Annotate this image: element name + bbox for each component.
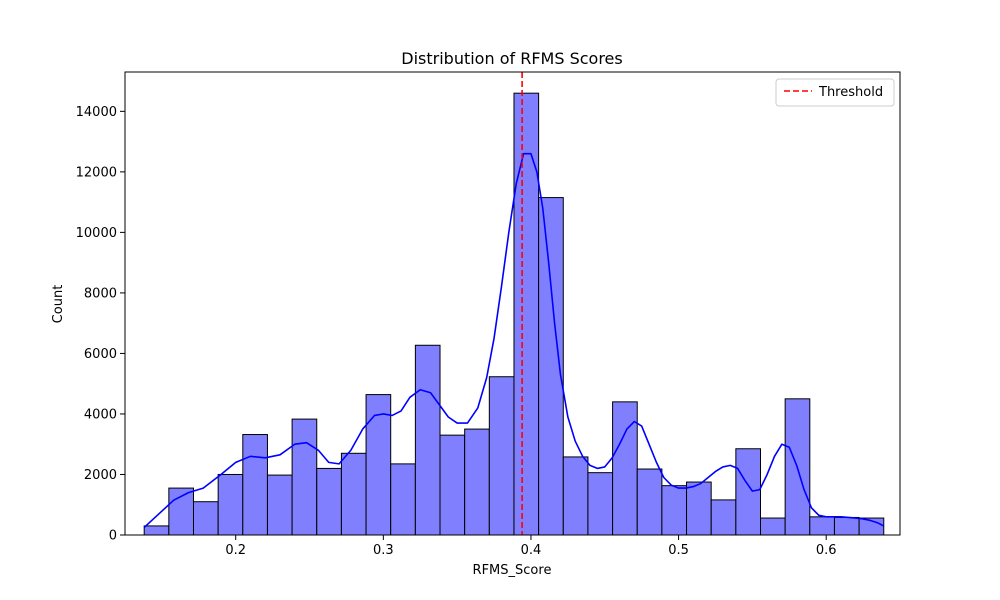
- x-tick-label: 0.6: [816, 543, 837, 558]
- histogram-bar: [143, 525, 170, 536]
- histogram-bar: [365, 394, 392, 536]
- y-tick-label: 10000: [76, 226, 117, 241]
- histogram-bar: [464, 428, 490, 536]
- kde-line: [143, 152, 885, 529]
- kde-curve-layer: [143, 152, 885, 529]
- y-tick-label: 4000: [84, 407, 117, 422]
- legend-box: [775, 78, 895, 107]
- y-axis-label: Count: [51, 285, 66, 324]
- histogram-bar: [488, 376, 515, 536]
- x-tick-label: 0.2: [225, 543, 246, 558]
- plot-frame: [124, 71, 901, 536]
- histogram-bar: [735, 448, 761, 536]
- x-tick-label: 0.4: [521, 543, 542, 558]
- y-tick-label: 8000: [84, 286, 117, 301]
- y-tick-label: 0: [109, 529, 117, 544]
- histogram-bar: [636, 468, 663, 536]
- histogram-bar: [710, 499, 737, 536]
- histogram-bar: [612, 401, 638, 536]
- histogram-bar: [414, 344, 441, 536]
- y-tick-label: 12000: [76, 165, 117, 180]
- histogram-bar: [686, 481, 712, 536]
- histogram-bars: [143, 92, 885, 536]
- histogram-bar: [217, 473, 244, 536]
- x-axis-label: RFMS_Score: [473, 563, 552, 578]
- histogram-bar: [809, 516, 835, 536]
- chart-title: Distribution of RFMS Scores: [401, 49, 622, 68]
- histogram-bar: [340, 452, 367, 536]
- histogram-bar: [316, 467, 342, 536]
- histogram-bar: [266, 474, 293, 536]
- histogram-bar: [833, 516, 860, 536]
- legend: Threshold: [775, 78, 895, 107]
- x-axis-ticks: 0.2 0.3 0.4 0.5 0.6: [225, 535, 837, 558]
- x-tick-label: 0.3: [373, 543, 394, 558]
- histogram-bar: [513, 92, 540, 536]
- histogram-bar: [193, 501, 219, 536]
- y-tick-label: 14000: [76, 105, 117, 120]
- legend-threshold-label: Threshold: [818, 85, 883, 100]
- histogram-bar: [390, 463, 416, 536]
- y-tick-label: 2000: [84, 468, 117, 483]
- histogram-bar: [242, 434, 268, 536]
- x-tick-label: 0.5: [668, 543, 689, 558]
- y-axis-ticks: 0 2000 4000 6000 8000 10000 12000 14000: [76, 105, 125, 544]
- histogram-bar: [439, 434, 466, 536]
- histogram-bar: [562, 456, 589, 536]
- histogram-bar: [661, 485, 688, 536]
- histogram-bar: [587, 472, 614, 536]
- y-tick-label: 6000: [84, 347, 117, 362]
- histogram-bar: [291, 418, 318, 536]
- histogram-bar: [760, 517, 786, 536]
- histogram-bar: [168, 487, 194, 536]
